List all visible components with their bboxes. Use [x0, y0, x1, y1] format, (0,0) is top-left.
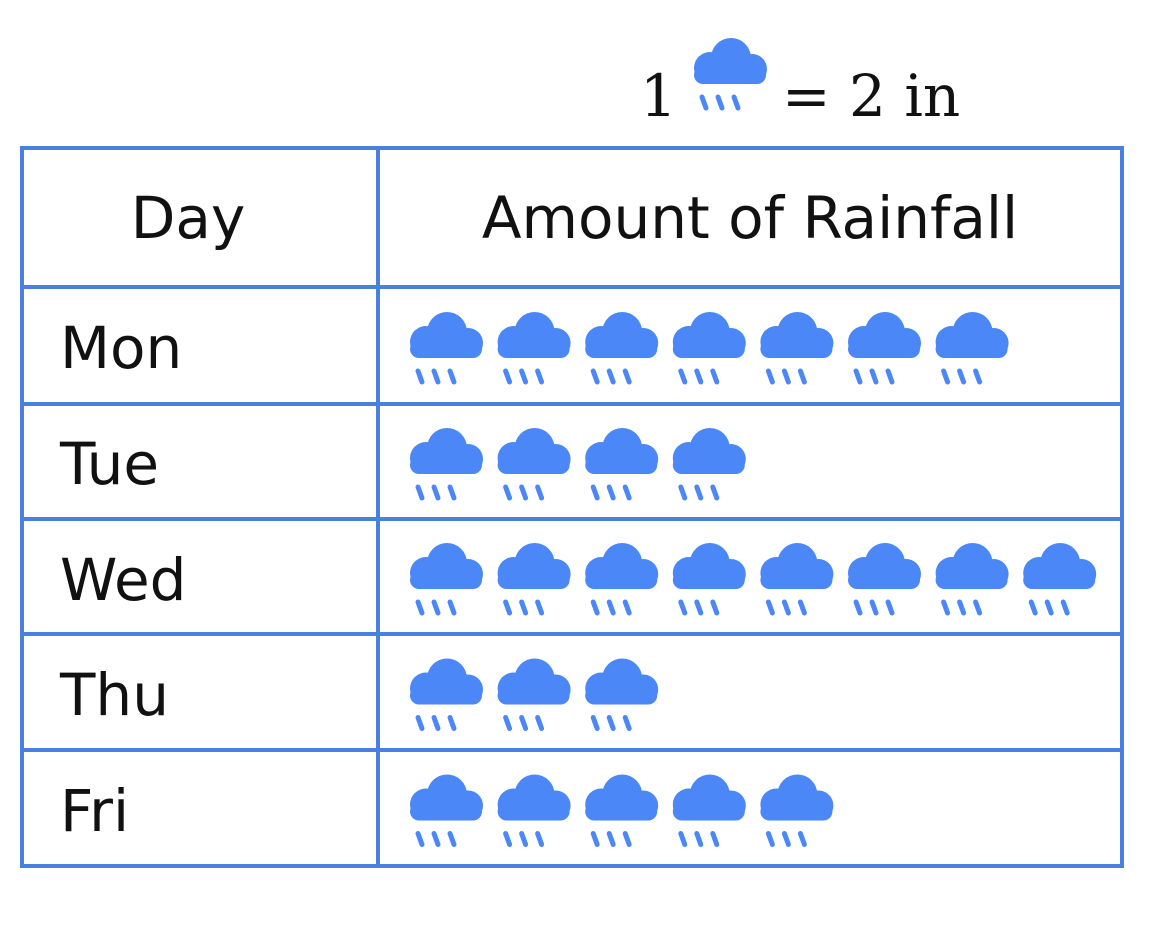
rain-cloud-icon [848, 543, 921, 613]
rain-cloud-icon [410, 659, 483, 729]
rain-cloud-icon [673, 543, 746, 613]
rain-cloud-icon [585, 659, 658, 729]
rain-cloud-icon [410, 543, 483, 613]
column-header-amount: Amount of Rainfall [482, 184, 1018, 252]
key-equals-text: = 2 in [782, 62, 960, 130]
table-row: Thu [59, 659, 658, 730]
rain-cloud-icon [760, 543, 833, 613]
rain-cloud-icon [498, 775, 571, 845]
rain-cloud-icon [410, 428, 483, 498]
row-icons [410, 659, 658, 729]
rain-cloud-icon [585, 775, 658, 845]
rain-cloud-icon [498, 428, 571, 498]
rain-cloud-icon [760, 775, 833, 845]
rain-cloud-icon [585, 543, 658, 613]
key-count: 1 [640, 62, 677, 130]
rain-cloud-icon [936, 543, 1009, 613]
row-icons [410, 775, 833, 845]
rain-cloud-icon [673, 428, 746, 498]
row-label-day: Tue [59, 430, 159, 498]
row-label-day: Thu [59, 661, 169, 729]
row-label-day: Fri [60, 777, 129, 845]
row-icons [410, 312, 1009, 382]
rain-cloud-icon [410, 775, 483, 845]
rain-cloud-icon [498, 543, 571, 613]
table-row: Fri [60, 775, 833, 846]
table-grid [20, 146, 1124, 868]
row-icons [410, 428, 746, 498]
rain-cloud-icon [585, 428, 658, 498]
key-rain-cloud-icon [694, 38, 767, 108]
rain-cloud-icon [760, 312, 833, 382]
rain-cloud-icon [673, 312, 746, 382]
rain-cloud-icon [848, 312, 921, 382]
rain-cloud-icon [410, 312, 483, 382]
rain-cloud-icon [673, 775, 746, 845]
rain-cloud-icon [585, 312, 658, 382]
column-header-day: Day [131, 184, 246, 252]
table-border [20, 146, 1124, 868]
row-label-day: Mon [60, 314, 182, 382]
rain-cloud-icon [1023, 543, 1096, 613]
key: 1 = 2 in [640, 38, 960, 130]
rain-cloud-icon [936, 312, 1009, 382]
rain-cloud-icon [498, 312, 571, 382]
row-icons [410, 543, 1096, 613]
rain-cloud-icon [498, 659, 571, 729]
table-row: Mon [60, 312, 1009, 382]
table-row: Tue [59, 428, 746, 498]
row-label-day: Wed [60, 546, 186, 614]
table-row: Wed [60, 543, 1096, 614]
